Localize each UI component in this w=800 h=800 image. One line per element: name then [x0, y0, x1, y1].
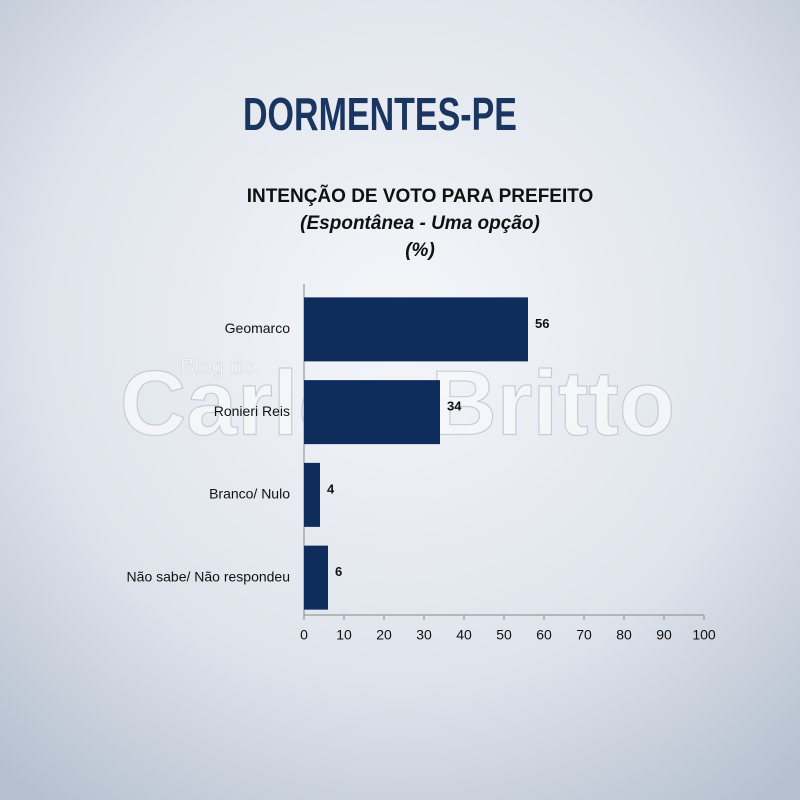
y-tick-label: Branco/ Nulo: [209, 486, 290, 502]
x-tick-label: 60: [536, 627, 552, 643]
bar: [304, 462, 320, 527]
x-tick-label: 90: [656, 627, 672, 643]
x-tick-label: 70: [576, 627, 592, 643]
unit-label: (%): [405, 240, 435, 261]
x-tick-label: 10: [336, 627, 352, 643]
chart-title: INTENÇÃO DE VOTO PARA PREFEITO: [247, 185, 594, 207]
bar: [304, 380, 440, 445]
value-label: 56: [535, 316, 549, 331]
x-tick-label: 40: [456, 627, 472, 643]
x-tick-label: 20: [376, 627, 392, 643]
y-tick-label: Geomarco: [225, 320, 291, 336]
chart-subtitle: (Espontânea - Uma opção): [300, 213, 540, 234]
page-header: DORMENTES-PE: [243, 88, 517, 140]
value-label: 6: [335, 564, 342, 579]
bar: [304, 297, 528, 362]
x-tick-label: 100: [692, 627, 716, 643]
y-tick-label: Ronieri Reis: [214, 403, 290, 419]
x-tick-label: 0: [300, 627, 308, 643]
x-tick-label: 50: [496, 627, 512, 643]
value-label: 34: [447, 399, 462, 414]
watermark-small: Blog do: [180, 354, 255, 379]
x-tick-label: 30: [416, 627, 432, 643]
x-tick-label: 80: [616, 627, 632, 643]
y-tick-label: Não sabe/ Não respondeu: [127, 568, 290, 584]
bar: [304, 545, 328, 610]
value-label: 4: [327, 481, 335, 496]
